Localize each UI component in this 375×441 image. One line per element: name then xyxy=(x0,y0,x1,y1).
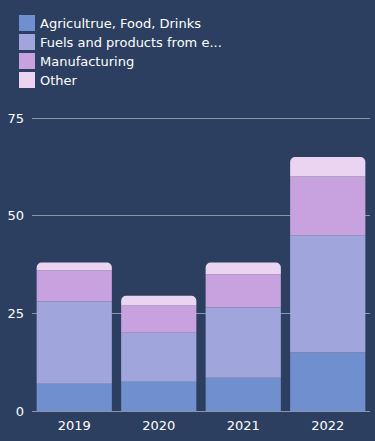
svg-text:2021: 2021 xyxy=(227,418,260,433)
svg-text:0: 0 xyxy=(16,404,24,419)
svg-text:2022: 2022 xyxy=(311,418,344,433)
svg-text:75: 75 xyxy=(7,111,24,126)
svg-text:Agricultrue, Food, Drinks: Agricultrue, Food, Drinks xyxy=(40,16,201,31)
svg-text:50: 50 xyxy=(7,208,24,223)
svg-text:Fuels and products from e...: Fuels and products from e... xyxy=(40,35,222,50)
svg-text:2020: 2020 xyxy=(142,418,175,433)
svg-text:Manufacturing: Manufacturing xyxy=(40,54,134,69)
svg-text:Other: Other xyxy=(40,73,78,88)
svg-text:25: 25 xyxy=(7,306,24,321)
svg-text:2019: 2019 xyxy=(58,418,91,433)
